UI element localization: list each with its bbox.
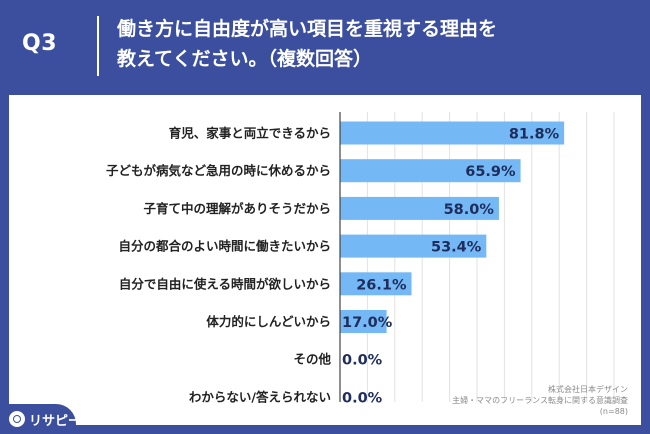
brand-logo: リサピー xyxy=(0,404,81,434)
bar xyxy=(340,196,499,220)
value-label: 53.4% xyxy=(431,240,482,256)
value-label: 58.0% xyxy=(444,202,495,218)
value-label: 81.8% xyxy=(509,127,560,143)
category-label: 自分の都合のよい時間に働きたいから xyxy=(118,239,331,254)
category-label: 育児、家事と両立できるから xyxy=(169,126,331,141)
value-label: 17.0% xyxy=(342,315,393,331)
header: Q3 働き方に自由度が高い項目を重視する理由を 教えてください。（複数回答） xyxy=(0,0,650,92)
category-label: その他 xyxy=(293,352,331,367)
title-line-1: 働き方に自由度が高い項目を重視する理由を xyxy=(117,18,498,40)
bar xyxy=(340,234,487,258)
footnote-survey: 主婦・ママのフリーランス転身に関する意識調査 xyxy=(452,396,628,405)
category-label: 子どもが病気など急用の時に休めるから xyxy=(106,163,331,178)
value-label: 0.0% xyxy=(342,390,383,406)
logo-icon xyxy=(9,411,25,427)
bar xyxy=(340,121,565,145)
question-label: Q3 xyxy=(22,31,58,56)
chart-panel xyxy=(9,95,641,425)
footnote-company: 株式会社日本デザイン xyxy=(548,385,628,394)
bar xyxy=(340,272,412,296)
source-footnote: 株式会社日本デザイン 主婦・ママのフリーランス転身に関する意識調査 (n=88) xyxy=(452,384,628,417)
chart-title: 働き方に自由度が高い項目を重視する理由を 教えてください。（複数回答） xyxy=(117,14,637,74)
category-label: 体力的にしんどいから xyxy=(206,314,331,329)
category-label: 子育て中の理解がありそうだから xyxy=(143,201,331,216)
value-label: 65.9% xyxy=(465,164,516,180)
logo-text: リサピー xyxy=(29,414,82,429)
category-label: わからない/答えられない xyxy=(189,389,331,404)
value-label: 26.1% xyxy=(356,277,407,293)
bar xyxy=(340,310,387,333)
bar xyxy=(340,159,521,183)
title-line-2: 教えてください。（複数回答） xyxy=(117,48,372,70)
category-label: 自分で自由に使える時間が欲しいから xyxy=(119,276,331,291)
value-label: 0.0% xyxy=(342,353,383,369)
header-divider xyxy=(97,16,99,76)
footnote-sample-size: (n=88) xyxy=(599,407,628,416)
